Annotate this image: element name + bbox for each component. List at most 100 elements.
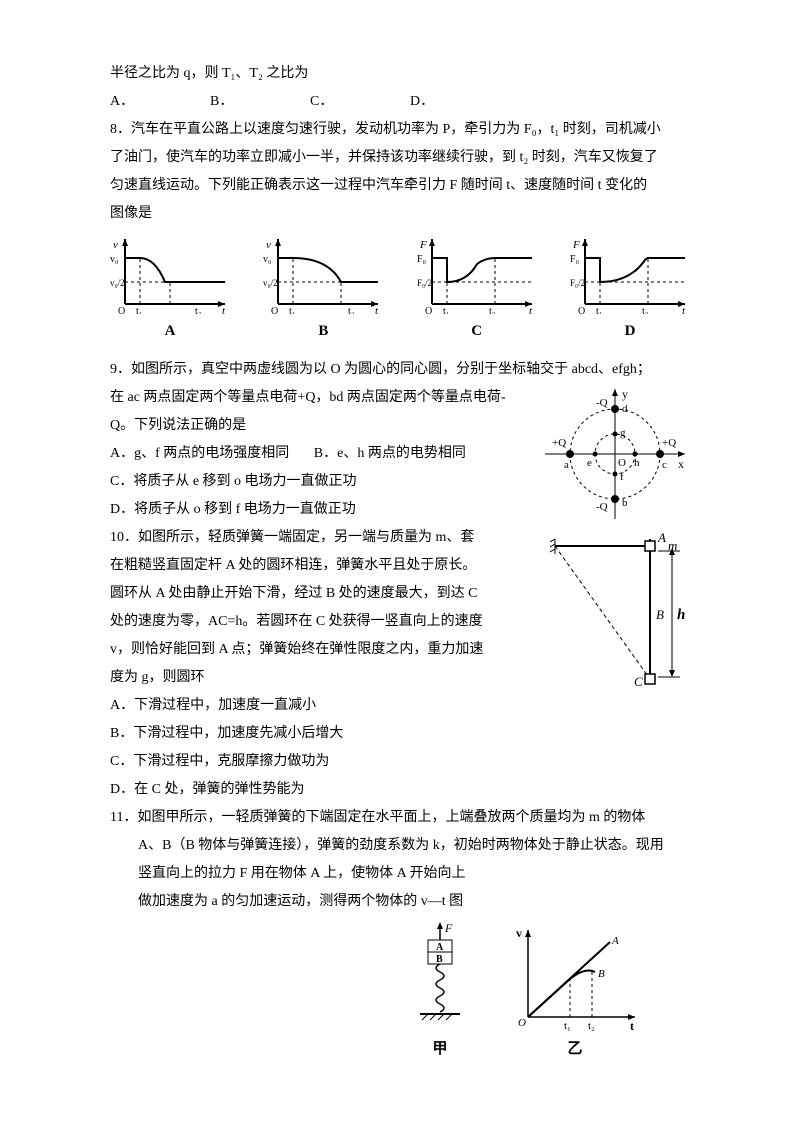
svg-text:x: x [678,457,684,471]
svg-text:O: O [518,1017,526,1029]
svg-text:B: B [656,607,664,622]
svg-text:F: F [572,239,580,251]
svg-text:O: O [618,457,626,469]
q7-options: A． B． C． D． [110,88,690,116]
q8-line1: 8．汽车在平直公路上以速度匀速行驶，发动机功率为 P，牵引力为 F₀，t₁ 时刻… [110,116,690,144]
q8-figures: v v₀ v₀/2 O t t₁ t₂ A v v₀ [110,234,690,346]
q8-label-c: C [417,316,537,346]
svg-text:O: O [578,306,585,314]
q7-opt-a: A． [110,88,150,116]
svg-text:t₁: t₁ [596,306,602,314]
q8-line3: 匀速直线运动。下列能正确表示这一过程中汽车牵引力 F 随时间 t、速度随时间 t… [110,172,690,200]
svg-text:g: g [620,427,626,439]
q10-optC: C．下滑过程中，克服摩擦力做功为 [110,748,690,776]
svg-text:v: v [113,239,118,251]
q10-l2: 在粗糙竖直固定杆 A 处的圆环相连，弹簧水平且处于原长。 [110,552,532,580]
svg-text:t: t [630,1019,634,1032]
svg-text:F: F [419,239,427,251]
svg-text:B: B [598,968,605,980]
svg-text:f: f [620,471,624,483]
svg-text:-Q: -Q [596,397,608,409]
svg-text:F: F [444,922,453,935]
svg-text:v: v [266,239,271,251]
svg-text:t₂: t₂ [348,306,354,314]
q9-line1: 9．如图所示，真空中两虚线圆为以 O 为圆心的同心圆，分别于坐标轴交于 abcd… [110,356,690,384]
q9-optC: C．将质子从 e 移到 o 电场力一直做正功 [110,468,522,496]
svg-text:a: a [564,459,569,471]
q8-fig-d: F F₀ F₀/2 O t t₁ t₂ D [570,234,690,346]
q9-line3: Q。下列说法正确的是 [110,412,522,440]
svg-text:t₂: t₂ [195,306,201,314]
q11-l1: 11．如图甲所示，一轻质弹簧的下端固定在水平面上，上端叠放两个质量均为 m 的物… [110,804,690,832]
q9-figure-icon: +Qa +Qc -Qd -Qb e h g f O x y [540,384,690,524]
q10-l5: v，则恰好能回到 A 点；弹簧始终在弹性限度之内，重力加速 [110,636,532,664]
svg-text:A: A [657,530,666,545]
svg-text:t: t [682,305,686,314]
svg-text:b: b [622,497,628,509]
q11-fig-yi: v t O A B t₁ t₂ 乙 [510,922,640,1064]
q11-row: 竖直向上的拉力 F 用在物体 A 上，使物体 A 开始向上 做加速度为 a 的匀… [110,860,690,916]
svg-text:t₂: t₂ [642,306,648,314]
svg-text:v₀: v₀ [263,254,272,265]
svg-text:B: B [436,954,443,965]
q10-text: 10．如图所示，轻质弹簧一端固定，另一端与质量为 m、套 在粗糙竖直固定杆 A … [110,524,532,692]
svg-text:+Q: +Q [552,437,566,449]
page-content: 半径之比为 q，则 T₁、T₂ 之比为 A． B． C． D． 8．汽车在平直公… [0,0,800,1084]
q9-optA: A．g、f 两点的电场强度相同 B．e、h 两点的电势相同 [110,440,522,468]
q10-l1: 10．如图所示，轻质弹簧一端固定，另一端与质量为 m、套 [110,524,532,552]
svg-text:y: y [622,387,628,401]
svg-text:h: h [634,457,640,469]
svg-text:v₀/2: v₀/2 [110,278,125,288]
q11-l4: 做加速度为 a 的匀加速运动，测得两个物体的 v—t 图 [110,888,690,916]
svg-text:t: t [375,305,379,314]
q11-jia-label: 甲 [410,1034,470,1064]
q9-optD: D．将质子从 o 移到 f 电场力一直做正功 [110,496,522,524]
q11-figures: F A B 甲 v t O [110,922,690,1064]
q8-label-b: B [263,316,383,346]
q10-optA: A．下滑过程中，加速度一直减小 [110,692,690,720]
svg-text:t₁: t₁ [289,306,295,314]
q8-line2: 了油门，使汽车的功率立即减小一半，并保持该功率继续行驶，到 t₂ 时刻，汽车又恢… [110,144,690,172]
q10-l3: 圆环从 A 处由静止开始下滑，经过 B 处的速度最大，到达 C [110,580,532,608]
svg-text:e: e [587,457,592,469]
graph-b-icon: v v₀ v₀/2 O t t₁ t₂ [263,234,383,314]
q11-jia-icon: F A B [410,922,470,1032]
q8-fig-b: v v₀ v₀/2 O t t₁ t₂ B [263,234,383,346]
q11-l3: 竖直向上的拉力 F 用在物体 A 上，使物体 A 开始向上 [110,860,690,888]
svg-text:O: O [271,306,278,314]
svg-text:A: A [611,935,619,947]
q8-fig-a: v v₀ v₀/2 O t t₁ t₂ A [110,234,230,346]
svg-text:O: O [118,306,125,314]
q11-l2: A、B（B 物体与弹簧连接），弹簧的劲度系数为 k，初始时两物体处于静止状态。现… [110,832,690,860]
q7-opt-d: D． [410,88,450,116]
svg-text:v: v [516,926,522,940]
svg-text:F₀: F₀ [570,254,580,265]
q10-body: 10．如图所示，轻质弹簧一端固定，另一端与质量为 m、套 在粗糙竖直固定杆 A … [110,524,690,692]
q7-opt-c: C． [310,88,350,116]
svg-text:v₀: v₀ [110,254,119,265]
svg-text:C: C [634,674,643,689]
svg-text:t₂: t₂ [489,306,495,314]
graph-d-icon: F F₀ F₀/2 O t t₁ t₂ [570,234,690,314]
q11-fig-jia: F A B 甲 [410,922,470,1064]
svg-text:t: t [529,305,533,314]
q8-line4: 图像是 [110,200,690,228]
svg-text:t₁: t₁ [564,1020,571,1032]
svg-text:t₂: t₂ [588,1020,595,1032]
q8-fig-c: F F₀ F₀/2 O t t₁ t₂ C [417,234,537,346]
q7-opt-b: B． [210,88,250,116]
svg-text:F₀: F₀ [417,254,427,265]
svg-text:v₀/2: v₀/2 [263,278,278,288]
q8-label-d: D [570,316,690,346]
svg-text:t: t [222,305,226,314]
svg-text:F₀/2: F₀/2 [417,278,432,288]
svg-text:c: c [662,459,667,471]
svg-text:+Q: +Q [662,437,676,449]
svg-text:t₁: t₁ [136,306,142,314]
svg-text:O: O [425,306,432,314]
q7-tail: 半径之比为 q，则 T₁、T₂ 之比为 [110,60,690,88]
svg-text:-Q: -Q [596,501,608,513]
q9-optA-text: A．g、f 两点的电场强度相同 [110,446,289,461]
graph-a-icon: v v₀ v₀/2 O t t₁ t₂ [110,234,230,314]
q10-optD: D．在 C 处，弹簧的弹性势能为 [110,776,690,804]
